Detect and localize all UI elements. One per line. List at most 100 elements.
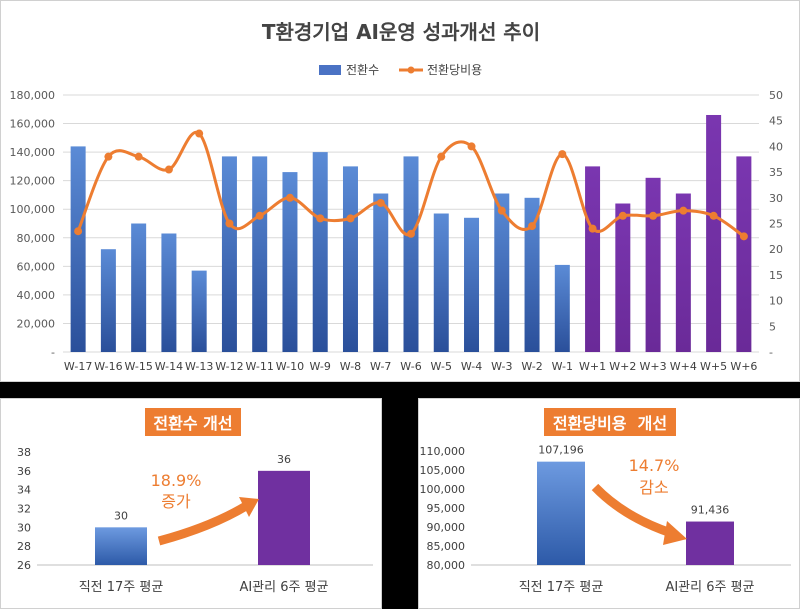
- cost-point-W-10: [285, 193, 294, 202]
- y-tick-label: 90,000: [427, 521, 466, 534]
- cost-panel: 전환당비용 개선 80,000 85,000 90,000 95,000 100,000…: [418, 398, 800, 609]
- bar-W-3: [494, 193, 510, 352]
- legend-bar-label: 전환수: [346, 63, 379, 77]
- bar-W-11: [252, 156, 268, 352]
- x-tick-label: W-10: [276, 360, 304, 373]
- x-tick-label: W+4: [670, 360, 697, 373]
- x-tick-label: W+1: [579, 360, 606, 373]
- value-label: 107,196: [538, 444, 584, 457]
- x-tick-label: W-17: [64, 360, 92, 373]
- legend-bar-swatch: [319, 65, 341, 75]
- x-tick-label: W+6: [730, 360, 757, 373]
- y-tick-label: 105,000: [420, 464, 466, 477]
- y-right-tick-label: 25: [769, 218, 783, 231]
- y-tick-label: 28: [17, 540, 31, 553]
- y-left-tick-label: 40,000: [17, 289, 56, 302]
- decrease-arrow-head: [663, 521, 687, 545]
- conversions-chart: 전환수 개선 26 28 30 32 34 36 38 30 직전 17주 평균 36 AI관리 6…: [17, 408, 373, 595]
- y-right-tick-label: 10: [769, 295, 783, 308]
- y-right-tick-label: 20: [769, 243, 783, 256]
- x-tick-label: W-2: [521, 360, 542, 373]
- increase-arrow-head: [239, 497, 259, 517]
- main-chart-panel: T환경기업 AI운영 성과개선 추이 전환수 전환당비용 - 20,000 40,0…: [0, 0, 800, 382]
- x-tick-label: W-11: [245, 360, 273, 373]
- cost-point-W-7: [376, 198, 385, 207]
- cost-point-W-15: [134, 152, 143, 161]
- y-tick-label: 85,000: [427, 540, 466, 553]
- x-category-label: AI관리 6주 평균: [239, 580, 328, 595]
- cost-point-W+2: [618, 211, 627, 220]
- panel-title: 전환수 개선: [153, 414, 232, 433]
- x-category-label: 직전 17주 평균: [519, 580, 604, 595]
- y-tick-label: 80,000: [427, 559, 466, 572]
- cost-point-W+3: [649, 211, 658, 220]
- value-label: 36: [277, 453, 291, 466]
- y-right-tick-label: 45: [769, 115, 783, 128]
- bar-W-9: [312, 152, 328, 352]
- x-tick-label: W-13: [185, 360, 213, 373]
- value-label: 91,436: [691, 504, 730, 517]
- bar-W-6: [403, 156, 419, 352]
- x-tick-label: W+5: [700, 360, 727, 373]
- x-tick-label: W+3: [640, 360, 667, 373]
- x-tick-label: W+2: [609, 360, 636, 373]
- change-direction: 증가: [161, 492, 191, 511]
- cost-point-W-17: [74, 227, 83, 236]
- x-tick-label: W-6: [400, 360, 421, 373]
- y-left-tick-label: 120,000: [10, 175, 56, 188]
- title-badge: [544, 408, 676, 436]
- cost-point-W-16: [104, 152, 113, 161]
- bar-W-4: [464, 217, 480, 352]
- bar-0: [537, 461, 585, 565]
- y-tick-label: 32: [17, 503, 31, 516]
- cost-point-W-6: [407, 229, 415, 238]
- cost-point-W-14: [164, 165, 173, 174]
- cost-point-W-2: [528, 222, 537, 231]
- y-right-tick-label: 15: [769, 269, 783, 282]
- y-right-tick-label: 35: [769, 166, 783, 179]
- cost-point-W-3: [497, 206, 506, 215]
- increase-arrow-shaft: [157, 502, 249, 546]
- bar-W-8: [342, 166, 358, 352]
- y-left-tick-label: 80,000: [17, 232, 56, 245]
- x-category-label: 직전 17주 평균: [79, 580, 164, 595]
- bar-W+5: [706, 114, 722, 352]
- y-left-tick-label: 100,000: [10, 203, 56, 216]
- change-percent: 14.7%: [629, 456, 680, 475]
- value-label: 30: [114, 509, 128, 522]
- y-right-tick-label: 50: [769, 89, 783, 102]
- bar-W-10: [282, 172, 298, 352]
- change-direction: 감소: [639, 478, 668, 497]
- bar-W+2: [615, 203, 631, 352]
- bar-W-12: [221, 156, 237, 352]
- x-tick-label: W-1: [552, 360, 573, 373]
- bar-W+3: [645, 177, 661, 352]
- y-right-tick-label: 30: [769, 192, 783, 205]
- y-tick-label: 95,000: [427, 502, 466, 515]
- legend: 전환수 전환당비용: [319, 63, 482, 77]
- y-tick-label: 100,000: [420, 483, 466, 496]
- bar-W-16: [100, 249, 116, 352]
- bar-W-17: [70, 146, 86, 352]
- y-tick-label: 26: [17, 559, 31, 572]
- x-tick-label: W-12: [215, 360, 243, 373]
- chart-title: T환경기업 AI운영 성과개선 추이: [262, 20, 540, 44]
- bar-W-5: [433, 213, 449, 352]
- bar-W-2: [524, 197, 540, 352]
- panel-title: 전환당비용 개선: [553, 414, 667, 433]
- cost-point-W+1: [588, 224, 597, 233]
- y-left-tick-label: 20,000: [17, 317, 56, 330]
- x-tick-label: W-5: [431, 360, 452, 373]
- y-left-tick-label: 160,000: [10, 118, 56, 131]
- bar-W+4: [675, 193, 691, 352]
- decrease-arrow-shaft: [591, 483, 673, 538]
- cost-point-W-11: [255, 211, 264, 220]
- title-badge: [145, 408, 241, 436]
- y-tick-label: 38: [17, 446, 31, 459]
- bar-1: [686, 521, 734, 565]
- y-right-tick-label: 5: [769, 320, 776, 333]
- cost-point-W-9: [316, 214, 325, 223]
- change-percent: 18.9%: [151, 471, 202, 490]
- cost-point-W+4: [679, 206, 688, 215]
- bar-W+6: [736, 156, 752, 352]
